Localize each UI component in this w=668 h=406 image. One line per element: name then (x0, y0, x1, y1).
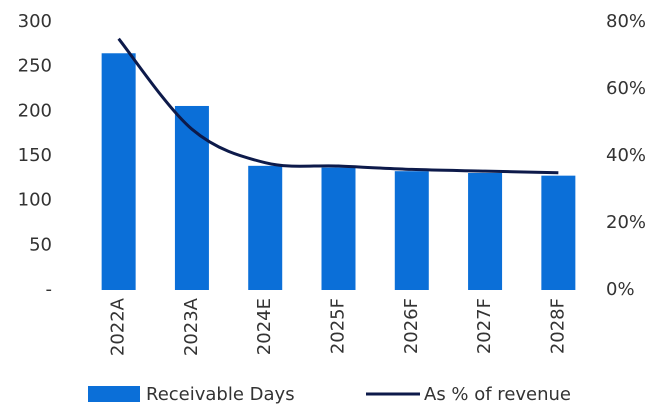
x-tick-label: 2022A (108, 297, 129, 356)
line (117, 37, 559, 175)
bar (174, 105, 209, 291)
legend-label: Receivable Days (146, 384, 295, 405)
y2-tick-label: 60% (606, 78, 646, 99)
y2-tick-label: 40% (606, 145, 646, 166)
x-tick-label: 2023A (181, 297, 202, 356)
y-tick-label: 100 (18, 190, 52, 211)
y-tick-label: 150 (18, 145, 52, 166)
legend-swatch (88, 386, 140, 402)
x-tick-label: 2025F (328, 298, 349, 354)
bar (101, 53, 136, 291)
x-tick-label: 2024E (254, 298, 275, 355)
legend-label: As % of revenue (424, 384, 571, 405)
y2-tick-label: 0% (606, 279, 635, 300)
y-tick-label: 300 (18, 11, 52, 32)
bar (468, 172, 503, 290)
x-tick-label: 2026F (401, 298, 422, 354)
x-tick-label: 2028F (547, 298, 568, 354)
bar (248, 165, 283, 290)
y-tick-label: 200 (18, 100, 52, 121)
bar (394, 171, 429, 290)
bar (541, 175, 576, 290)
bar (321, 167, 356, 290)
y-tick-label: 50 (29, 234, 52, 255)
y2-tick-label: 20% (606, 212, 646, 233)
y2-tick-label: 80% (606, 11, 646, 32)
x-tick-label: 2027F (474, 298, 495, 354)
y-tick-label: - (46, 279, 53, 300)
y-tick-label: 250 (18, 56, 52, 77)
